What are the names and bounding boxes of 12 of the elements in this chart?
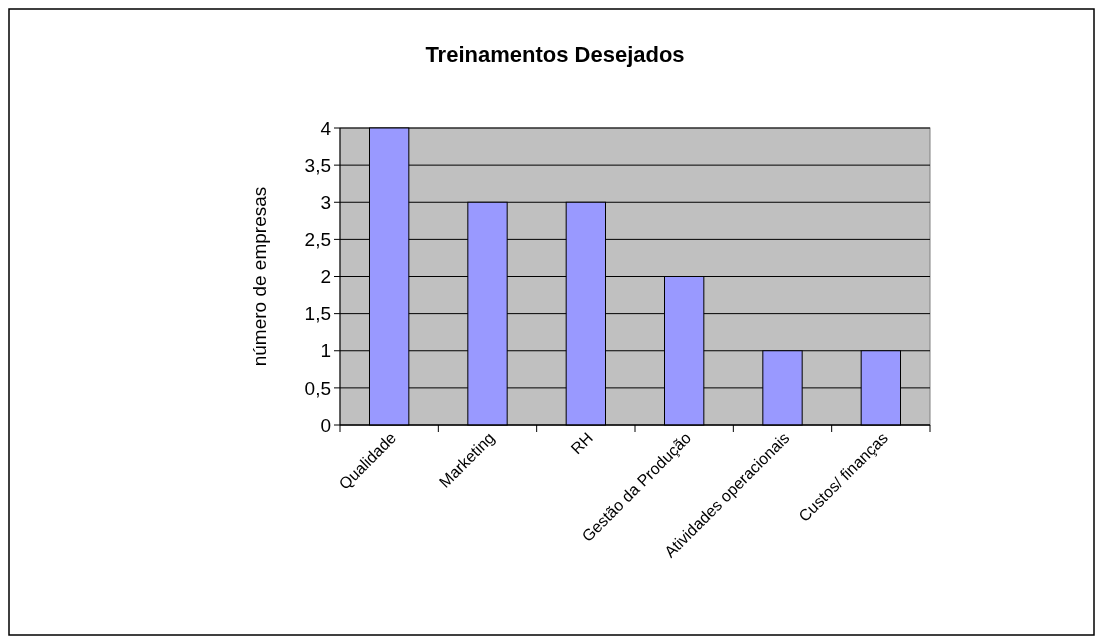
y-tick-label: 0,5 xyxy=(304,377,331,399)
x-tick-label: RH xyxy=(567,429,596,458)
y-tick-label: 4 xyxy=(320,117,332,139)
y-tick-label: 3,5 xyxy=(304,154,331,176)
y-tick-label: 2 xyxy=(320,266,331,288)
y-tick-label: 1,5 xyxy=(304,303,331,325)
chart-title: Treinamentos Desejados xyxy=(425,42,685,67)
y-axis-title: número de empresas xyxy=(249,186,270,367)
y-tick-label: 2,5 xyxy=(304,229,331,251)
y-tick-label: 0 xyxy=(320,414,331,436)
y-tick-label: 1 xyxy=(320,340,331,362)
y-tick-label: 3 xyxy=(320,191,331,213)
